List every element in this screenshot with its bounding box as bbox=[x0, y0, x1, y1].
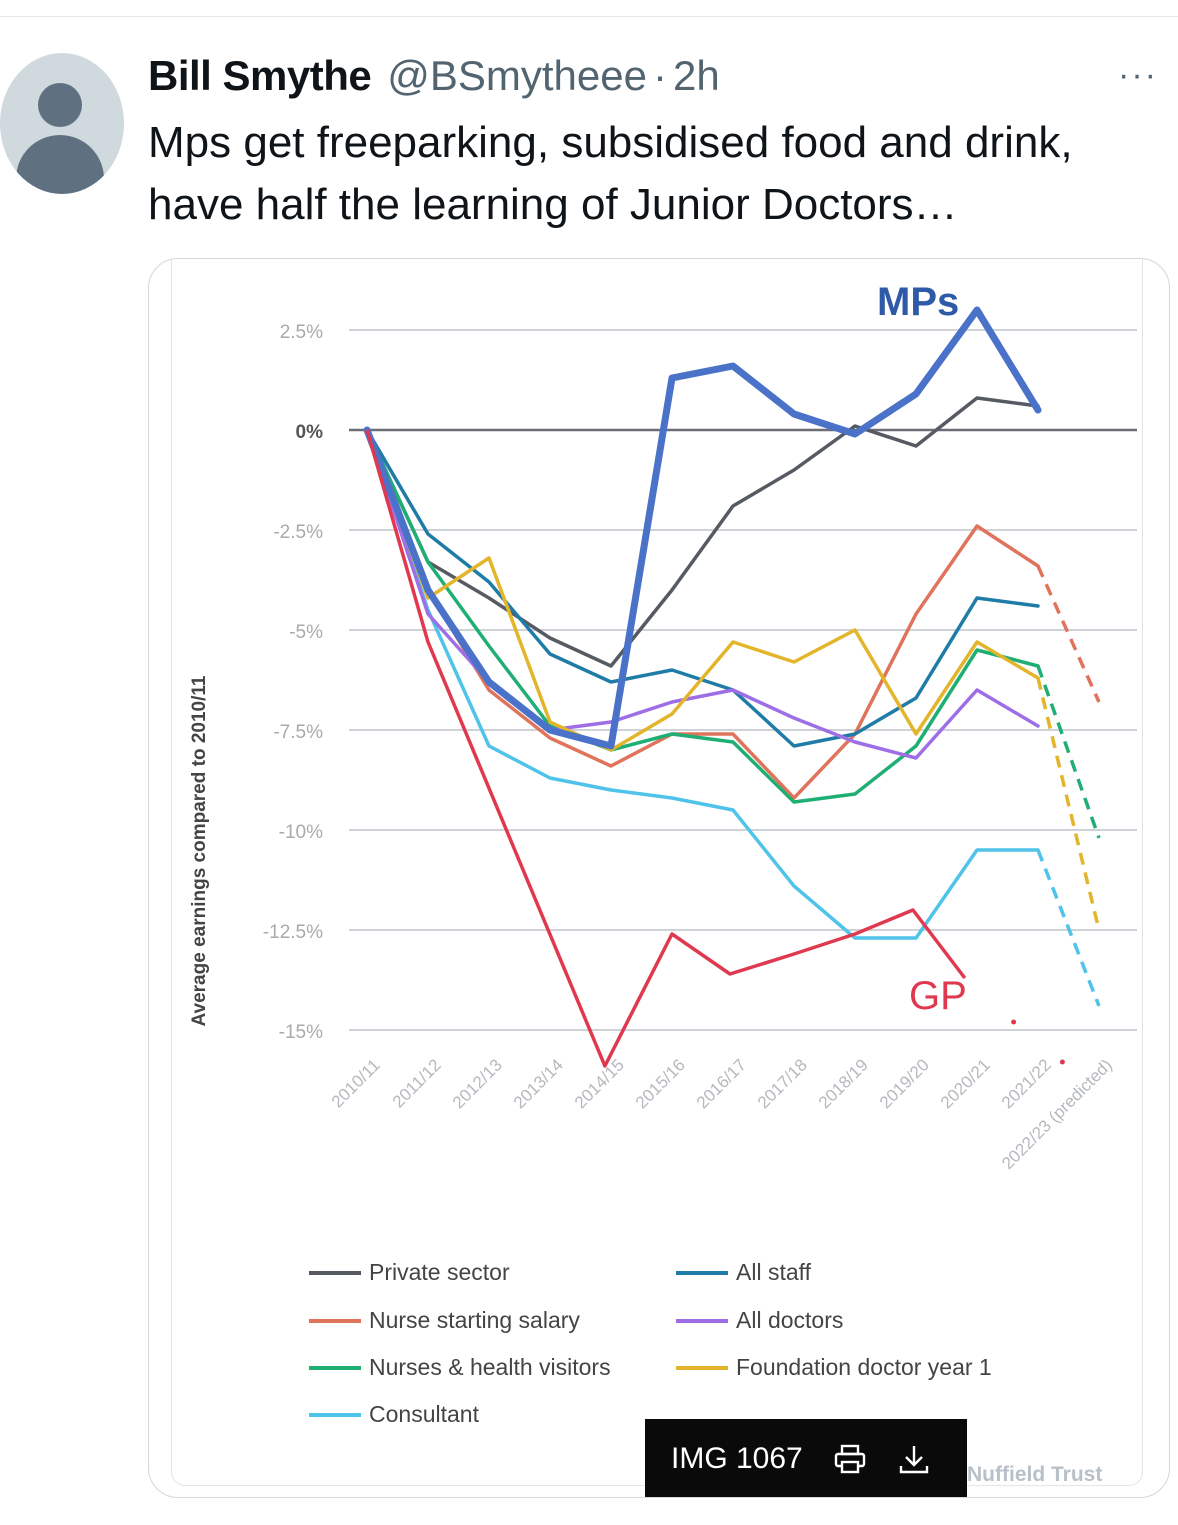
series-line-predicted bbox=[1036, 565, 1101, 703]
annotation-mps: MPs bbox=[877, 280, 959, 324]
x-tick-label: 2018/19 bbox=[815, 1055, 872, 1112]
legend-swatch bbox=[676, 1318, 728, 1323]
chart-credit: Nuffield Trust bbox=[967, 1463, 1103, 1486]
series-line bbox=[365, 428, 1040, 940]
legend-swatch bbox=[309, 1365, 361, 1370]
legend-swatch bbox=[676, 1365, 728, 1370]
y-tick-label: -15% bbox=[279, 1022, 323, 1043]
series-line bbox=[363, 306, 1042, 750]
y-tick-label: -12.5% bbox=[263, 922, 323, 943]
legend-swatch bbox=[309, 1318, 361, 1323]
author-handle[interactable]: @BSmytheee bbox=[387, 52, 647, 99]
y-tick-label: 0% bbox=[296, 422, 324, 443]
x-tick-label: 2017/18 bbox=[754, 1055, 811, 1112]
y-axis-label: Average earnings compared to 2010/11 bbox=[189, 675, 210, 1026]
legend-item: Foundation doctor year 1 bbox=[676, 1354, 992, 1381]
legend-item: Consultant bbox=[309, 1401, 479, 1428]
legend-swatch bbox=[309, 1270, 361, 1275]
x-tick-label: 2022/23 (predicted) bbox=[998, 1055, 1116, 1173]
legend-item: Nurse starting salary bbox=[309, 1307, 580, 1334]
x-tick-label: 2020/21 bbox=[937, 1055, 994, 1112]
y-tick-label: -2.5% bbox=[273, 522, 323, 543]
x-tick-label: 2011/12 bbox=[389, 1055, 445, 1111]
series-line bbox=[365, 428, 1040, 752]
avatar-body-shape bbox=[16, 135, 104, 194]
author-name[interactable]: Bill Smythe bbox=[148, 52, 372, 99]
top-divider bbox=[0, 16, 1178, 17]
media-caption: IMG 1067 bbox=[671, 1442, 803, 1475]
legend-label: All staff bbox=[736, 1259, 811, 1285]
x-tick-label: 2019/20 bbox=[876, 1055, 933, 1112]
series-line bbox=[365, 428, 1040, 760]
line-chart: 2.5% 0% -2.5% -5% -7.5% -10% -12.5% -15% Average… bbox=[189, 280, 1137, 1173]
y-tick-label: -10% bbox=[279, 822, 323, 843]
series-line bbox=[365, 428, 1040, 800]
series-line bbox=[365, 396, 1040, 668]
avatar-head-shape bbox=[38, 83, 82, 127]
legend-item: All staff bbox=[676, 1259, 811, 1286]
legend-item: Nurses & health visitors bbox=[309, 1354, 611, 1381]
legend-label: Consultant bbox=[369, 1401, 479, 1427]
series-line-predicted bbox=[1036, 665, 1101, 839]
tweet-header: Bill Smythe @BSmytheee · 2h bbox=[148, 52, 720, 100]
series-line-predicted bbox=[1036, 677, 1101, 931]
separator-dot: · bbox=[653, 52, 667, 99]
legend-label: Foundation doctor year 1 bbox=[736, 1354, 992, 1380]
annotation-gp: GP bbox=[909, 974, 967, 1018]
x-tick-label: 2013/14 bbox=[510, 1055, 567, 1112]
legend-swatch bbox=[309, 1412, 361, 1417]
x-tick-label: 2012/13 bbox=[449, 1055, 506, 1112]
legend-swatch bbox=[676, 1270, 728, 1275]
more-options-icon[interactable]: ··· bbox=[1118, 56, 1158, 94]
legend-item: Private sector bbox=[309, 1259, 510, 1286]
print-icon[interactable] bbox=[833, 1442, 867, 1476]
y-tick-label: -5% bbox=[289, 622, 323, 643]
media-caption-bar[interactable]: IMG 1067 bbox=[645, 1419, 967, 1497]
legend-label: All doctors bbox=[736, 1307, 844, 1333]
download-icon[interactable] bbox=[897, 1442, 931, 1476]
legend-label: Private sector bbox=[369, 1259, 510, 1285]
series-point bbox=[1011, 1019, 1017, 1025]
x-tick-label: 2021/22 bbox=[998, 1055, 1055, 1112]
series-line-predicted bbox=[1036, 849, 1101, 1007]
x-tick-label: 2014/15 bbox=[571, 1055, 628, 1112]
tweet-text: Mps get freeparking, subsidised food and… bbox=[148, 118, 1073, 229]
y-tick-label: 2.5% bbox=[280, 322, 323, 343]
series-point bbox=[1059, 1059, 1065, 1065]
series-line bbox=[365, 429, 967, 1068]
legend-label: Nurse starting salary bbox=[369, 1307, 580, 1333]
tweet-timestamp[interactable]: 2h bbox=[673, 52, 720, 99]
legend-label: Nurses & health visitors bbox=[369, 1354, 611, 1380]
y-tick-label: -7.5% bbox=[273, 722, 323, 743]
x-tick-label: 2016/17 bbox=[693, 1055, 750, 1112]
avatar[interactable] bbox=[0, 53, 124, 194]
tweet-media[interactable]: 2.5% 0% -2.5% -5% -7.5% -10% -12.5% -15% Average… bbox=[148, 258, 1170, 1498]
x-tick-label: 2015/16 bbox=[632, 1055, 689, 1112]
legend-item: All doctors bbox=[676, 1307, 843, 1334]
series-line bbox=[365, 428, 1040, 804]
x-tick-label: 2010/11 bbox=[328, 1055, 384, 1111]
